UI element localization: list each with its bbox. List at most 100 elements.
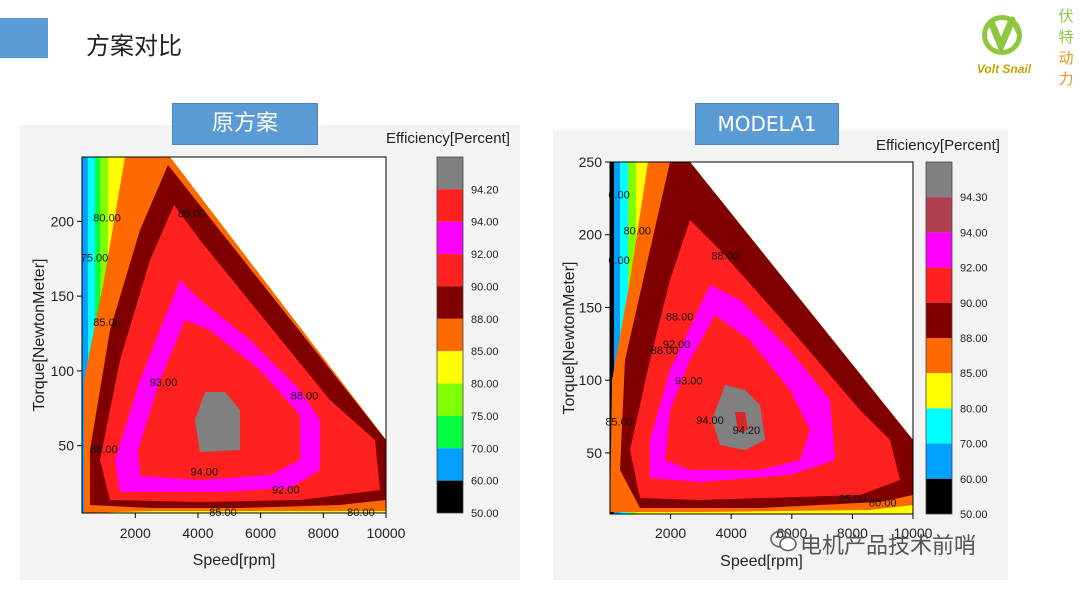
contour-label: 94.00 <box>190 467 218 479</box>
x-tick-label: 2000 <box>120 525 151 541</box>
svg-text:Volt Snail: Volt Snail <box>977 62 1032 76</box>
left-legend: Efficiency[Percent] 94.20 94.00 92.00 90.00 8… <box>386 130 510 520</box>
contour-label: 80.00 <box>347 507 375 519</box>
legend-swatch <box>437 415 463 449</box>
legend-swatch <box>437 318 463 352</box>
y-tick-label: 200 <box>579 227 603 243</box>
right-plot-frame <box>609 161 914 515</box>
right-contour-fill <box>610 162 913 514</box>
legend-swatch <box>926 443 952 479</box>
contour-label: 85.00 <box>209 507 237 519</box>
contour-label: 88.00 <box>178 208 206 220</box>
legend-label: 94.00 <box>960 227 988 239</box>
y-tick-label: 200 <box>51 213 75 229</box>
watermark-text: 电机产品技术前哨 <box>800 534 977 559</box>
left-plot-frame <box>81 156 387 514</box>
logo-chinese-text: 伏 特 动 力 <box>1056 6 1076 90</box>
left-axes: 2000 4000 6000 8000 10000 50 100 150 200 Speed[rp… <box>31 213 406 569</box>
logo-char: 力 <box>1058 70 1074 88</box>
x-tick-label: 10000 <box>367 525 406 541</box>
legend-swatch <box>926 162 952 198</box>
legend-swatch <box>926 338 952 374</box>
x-tick-label: 4000 <box>716 525 747 541</box>
legend-label: 92.00 <box>471 249 499 261</box>
contour-label: 94.20 <box>733 425 761 437</box>
legend-swatch <box>926 373 952 409</box>
right-legend: Efficiency[Percent] 94.30 94.00 92.00 90.00 8… <box>876 137 1000 521</box>
legend-label: 80.00 <box>471 379 499 391</box>
y-tick-label: 150 <box>51 288 75 304</box>
legend-swatch <box>437 221 463 255</box>
contour-label: 93.00 <box>150 377 178 389</box>
legend-swatch <box>926 197 952 233</box>
legend-swatch <box>926 267 952 303</box>
contour-label: 88.00 <box>666 312 694 324</box>
legend-swatch <box>437 448 463 481</box>
y-tick-label: 250 <box>579 154 603 170</box>
y-tick-label: 50 <box>58 438 74 454</box>
contour-label: 80.00 <box>624 226 652 238</box>
legend-label: 94.20 <box>471 184 499 196</box>
legend-label: 90.00 <box>960 298 988 310</box>
legend-swatch <box>926 232 952 268</box>
contour-label: 93.00 <box>675 376 703 388</box>
x-axis-label: Speed[rpm] <box>193 552 276 569</box>
page-title: 方案对比 <box>86 32 182 60</box>
legend-label: 94.30 <box>960 192 988 204</box>
legend-label: 60.00 <box>960 474 988 486</box>
contour-label: 92.00 <box>272 485 300 497</box>
legend-label: 50.00 <box>471 508 499 520</box>
x-tick-label: 4000 <box>182 525 213 541</box>
y-axis-label: Torque[NewtonMeter] <box>561 262 578 415</box>
legend-swatch <box>437 157 463 190</box>
legend-label: 70.00 <box>471 443 499 455</box>
legend-label: 92.00 <box>960 263 988 275</box>
contour-label: 88.00 <box>651 345 679 357</box>
contour-label: 92.00 <box>663 339 691 351</box>
legend-swatch <box>926 302 952 338</box>
legend-label: 85.00 <box>471 346 499 358</box>
left-contour-fill <box>82 157 386 513</box>
legend-label: 75.00 <box>471 411 499 423</box>
legend-title: Efficiency[Percent] <box>876 137 1000 154</box>
left-contour-labels: 80.00 88.00 75.00 85.00 93.00 88.00 94.00 88.00… <box>81 208 375 519</box>
right-panel-label: MODELA1 <box>695 103 839 145</box>
logo-char: 伏 <box>1058 7 1074 25</box>
y-axis-label: Torque[NewtonMeter] <box>31 259 48 412</box>
legend-swatch <box>437 351 463 384</box>
wechat-icon <box>770 530 797 552</box>
x-tick-label: 8000 <box>308 525 339 541</box>
contour-label: 0.00 <box>608 189 629 201</box>
contour-label: 88.00 <box>90 444 118 456</box>
x-axis-label: Speed[rpm] <box>720 553 803 570</box>
legend-swatch <box>437 286 463 319</box>
legend-swatch <box>437 189 463 222</box>
contour-label: 85.00 <box>93 317 121 329</box>
left-panel-label: 原方案 <box>172 103 318 145</box>
contour-label: 85.00 <box>605 416 633 428</box>
legend-frame <box>436 156 464 514</box>
x-tick-label: 2000 <box>655 525 686 541</box>
legend-label: 70.00 <box>960 439 988 451</box>
legend-label: 60.00 <box>471 476 499 488</box>
x-tick-label: 6000 <box>245 525 276 541</box>
legend-swatch <box>926 478 952 514</box>
title-accent-bar <box>0 18 48 58</box>
x-tick-label: 10000 <box>894 525 933 541</box>
x-tick-label: 8000 <box>837 525 868 541</box>
legend-swatch <box>437 254 463 287</box>
logo-char: 特 <box>1058 28 1074 46</box>
legend-label: 90.00 <box>471 281 499 293</box>
y-tick-label: 50 <box>586 445 602 461</box>
logo-char: 动 <box>1058 49 1074 67</box>
legend-label: 85.00 <box>960 368 988 380</box>
contour-label: 88.00 <box>711 250 739 262</box>
y-tick-label: 100 <box>579 372 603 388</box>
legend-title: Efficiency[Percent] <box>386 130 510 147</box>
legend-swatch <box>926 408 952 444</box>
legend-label: 94.00 <box>471 217 499 229</box>
legend-swatch <box>437 383 463 416</box>
contour-label: 75.00 <box>81 253 109 265</box>
